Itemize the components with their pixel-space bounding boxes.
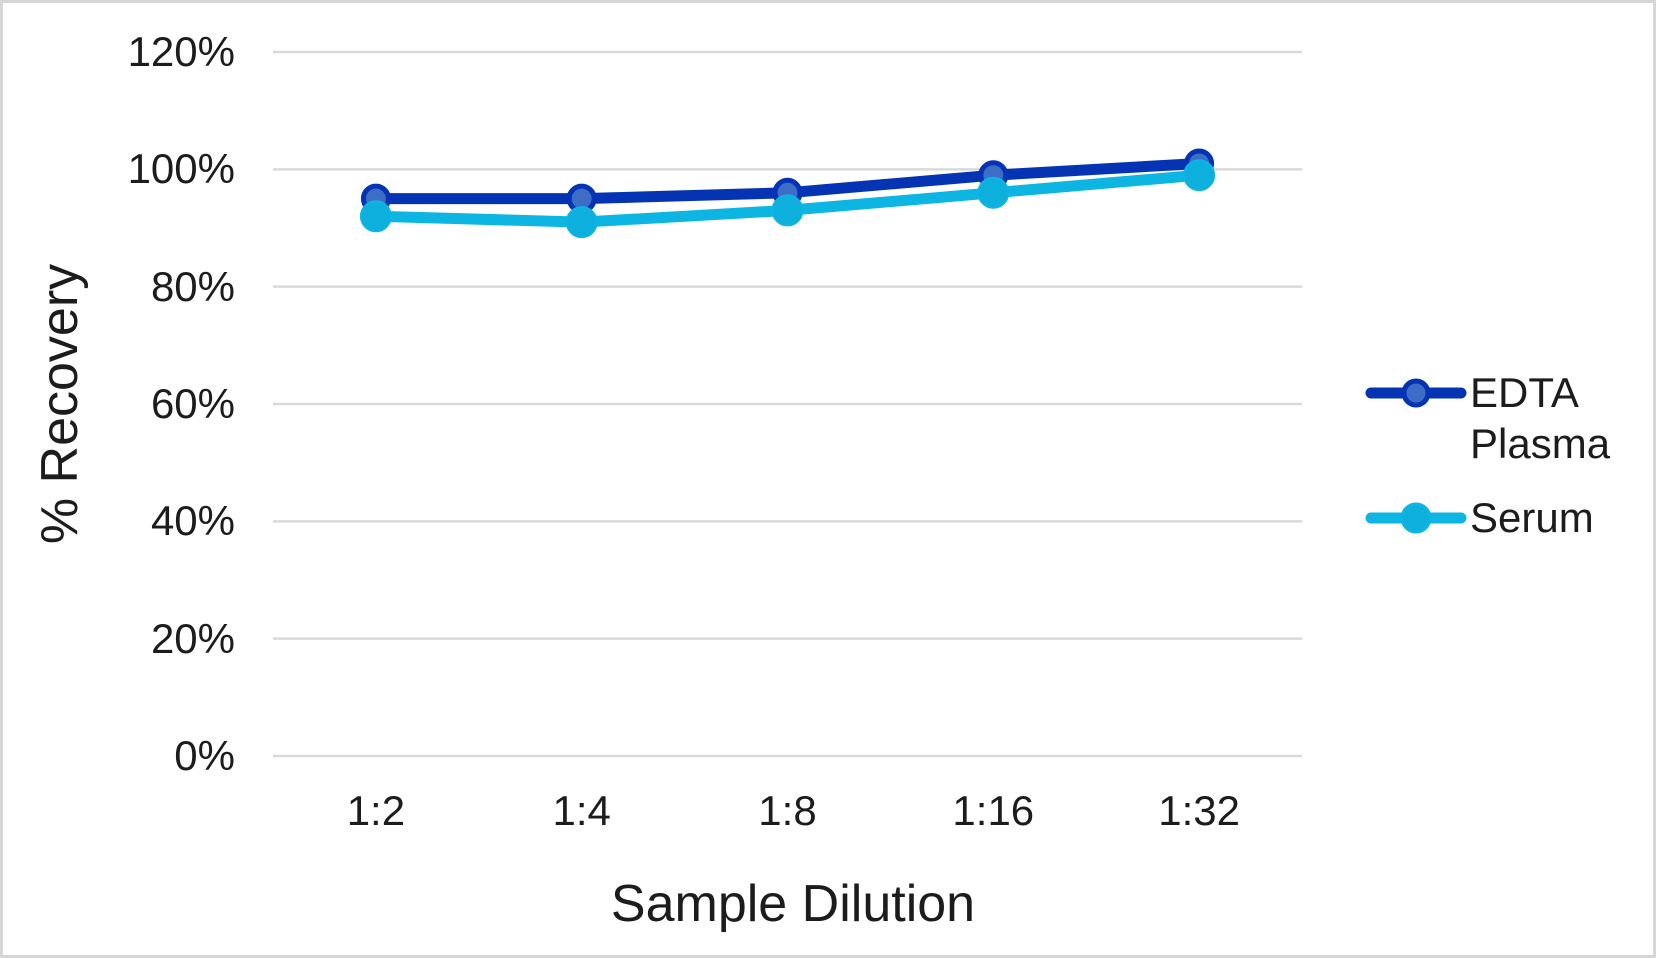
y-axis-tick-label: 60% <box>150 380 235 427</box>
legend-item-edta-plasma: EDTA Plasma <box>1365 367 1645 469</box>
x-axis-tick-label: 1:8 <box>758 787 817 834</box>
x-axis-tick-label: 1:32 <box>1158 787 1240 834</box>
data-point-marker <box>977 176 1010 209</box>
y-axis-tick-label: 0% <box>174 732 235 779</box>
legend-label: Serum <box>1470 494 1594 541</box>
series-markers <box>359 148 1216 239</box>
y-axis-title: % Recovery <box>31 263 89 545</box>
data-point-marker <box>565 206 598 239</box>
x-axis-tick-label: 1:4 <box>552 787 611 834</box>
x-axis-tick-label: 1:16 <box>952 787 1035 834</box>
y-axis-tick-label: 40% <box>150 497 235 545</box>
chart-plot-area <box>273 50 1302 758</box>
data-point-marker <box>771 194 804 227</box>
y-axis-tick-label: 80% <box>150 262 235 310</box>
legend-line-sample-icon <box>1365 378 1467 408</box>
legend-label: EDTA Plasma <box>1470 369 1611 467</box>
y-axis-tick-label: 100% <box>127 145 235 193</box>
legend-line-sample-icon <box>1365 502 1467 534</box>
x-axis-tick-label: 1:2 <box>346 787 406 834</box>
y-axis-tick-label: 20% <box>150 614 235 662</box>
x-axis-title: Sample Dilution <box>610 875 976 933</box>
legend-item-serum: Serum <box>1365 492 1594 544</box>
y-axis-tick-label: 120% <box>127 28 235 75</box>
data-point-marker <box>1183 159 1216 192</box>
gridlines <box>273 50 1302 758</box>
data-point-marker <box>359 200 392 233</box>
